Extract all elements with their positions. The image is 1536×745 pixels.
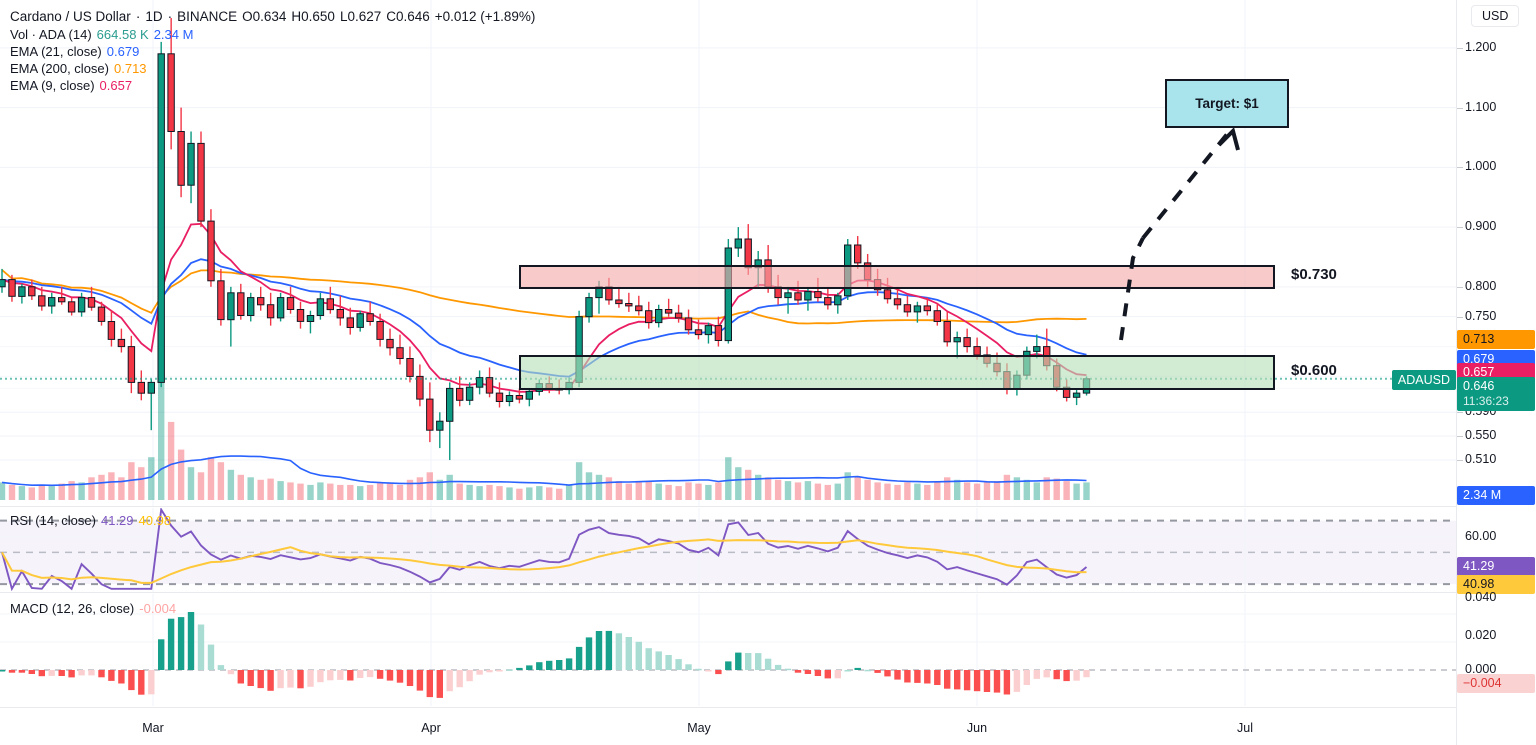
time-axis-tick: Jun bbox=[966, 721, 988, 735]
price-svg bbox=[0, 0, 1456, 506]
time-axis-tick: Jul bbox=[1237, 721, 1253, 735]
macd-axis-tick: 0.040 bbox=[1465, 590, 1497, 604]
time-axis-tick: Mar bbox=[142, 721, 164, 735]
price-axis-tick: 0.510 bbox=[1465, 452, 1497, 467]
price-axis-tick-mark bbox=[1457, 460, 1463, 462]
price-axis[interactable]: USD 1.200 1.100 1.000 0.900 0.800 0.750 0.590 0… bbox=[1456, 0, 1536, 745]
price-axis-tick-mark bbox=[1457, 412, 1463, 414]
macd-svg bbox=[0, 594, 1456, 706]
price-pane[interactable] bbox=[0, 0, 1456, 506]
price-axis-tick: 0.800 bbox=[1465, 278, 1497, 293]
resistance-zone[interactable] bbox=[519, 265, 1275, 289]
price-axis-tick-mark bbox=[1457, 316, 1463, 318]
price-axis-tick-mark bbox=[1457, 436, 1463, 438]
pane-separator-2 bbox=[0, 592, 1536, 593]
target-annotation-box[interactable]: Target: $1 bbox=[1165, 79, 1289, 128]
rsi-ma-value-badge[interactable]: 40.98 bbox=[1457, 575, 1535, 595]
time-axis-tick: May bbox=[687, 721, 711, 735]
price-axis-tick: 0.550 bbox=[1465, 428, 1497, 443]
price-axis-tick-mark bbox=[1457, 167, 1463, 169]
macd-axis-tick: 0.000 bbox=[1465, 662, 1497, 676]
price-axis-tick: 1.100 bbox=[1465, 99, 1497, 114]
pane-separator-1 bbox=[0, 506, 1536, 507]
last-price-badge[interactable]: 0.646 11:36:23 bbox=[1457, 376, 1535, 411]
target-annotation-label: Target: $1 bbox=[1195, 96, 1259, 111]
resistance-zone-label: $0.730 bbox=[1291, 266, 1337, 283]
series-tag-adausd: ADAUSD bbox=[1391, 369, 1456, 390]
macd-axis-tick: 0.020 bbox=[1465, 628, 1497, 642]
price-axis-tick: 0.900 bbox=[1465, 219, 1497, 234]
price-axis-tick-mark bbox=[1457, 227, 1463, 229]
rsi-pane[interactable] bbox=[0, 508, 1456, 592]
rsi-axis-tick: 60.00 bbox=[1465, 528, 1497, 543]
price-axis-tick-mark bbox=[1457, 47, 1463, 49]
price-axis-tick: 1.200 bbox=[1465, 39, 1497, 54]
currency-chip[interactable]: USD bbox=[1471, 5, 1520, 27]
time-axis-tick: Apr bbox=[421, 721, 441, 735]
macd-value-badge[interactable]: −0.004 bbox=[1457, 674, 1535, 693]
support-zone-label: $0.600 bbox=[1291, 362, 1337, 379]
macd-pane[interactable] bbox=[0, 594, 1456, 706]
volume-value-badge[interactable]: 2.34 M bbox=[1457, 486, 1535, 505]
countdown-timer: 11:36:23 bbox=[1463, 393, 1509, 408]
time-axis[interactable]: Mar Apr May Jun Jul bbox=[0, 707, 1456, 745]
price-axis-tick-mark bbox=[1457, 107, 1463, 109]
price-axis-tick-mark bbox=[1457, 286, 1463, 288]
ema200-price-badge[interactable]: 0.713 bbox=[1457, 329, 1535, 349]
support-zone[interactable] bbox=[519, 355, 1275, 390]
rsi-value-badge[interactable]: 41.29 bbox=[1457, 557, 1535, 577]
price-axis-tick: 0.750 bbox=[1465, 308, 1497, 323]
rsi-svg bbox=[0, 508, 1456, 592]
price-axis-tick: 1.000 bbox=[1465, 159, 1497, 174]
